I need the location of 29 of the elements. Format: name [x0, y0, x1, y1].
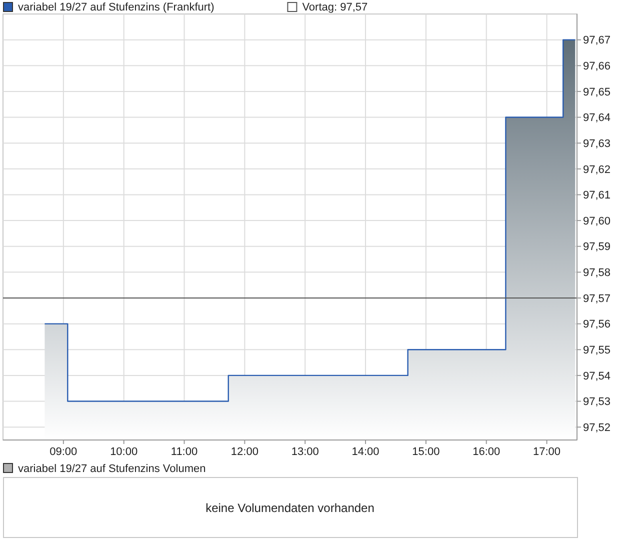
x-tick-label: 12:00 — [230, 446, 258, 458]
x-tick-label: 10:00 — [110, 446, 138, 458]
x-tick-label: 17:00 — [533, 446, 561, 458]
y-tick-label: 97,60 — [583, 215, 611, 228]
x-tick-label: 15:00 — [412, 446, 440, 458]
y-tick-label: 97,63 — [583, 138, 611, 150]
y-tick-label: 97,53 — [583, 396, 611, 408]
y-tick-label: 97,58 — [583, 267, 611, 280]
text: variabel 19/27 auf Stufenzins Volumen — [18, 463, 206, 475]
y-tick-label: 97,59 — [583, 241, 611, 254]
y-tick-label: 97,52 — [583, 422, 611, 434]
x-tick-label: 13:00 — [291, 446, 319, 458]
y-tick-label: 97,64 — [583, 112, 611, 124]
y-tick-label: 97,66 — [583, 60, 611, 72]
legend-label: variabel 19/27 auf Stufenzins (Frankfurt) — [18, 2, 214, 14]
y-tick-label: 97,54 — [583, 370, 611, 382]
text: keine Volumendaten vorhanden — [206, 501, 374, 515]
y-tick-label: 97,65 — [583, 86, 611, 98]
y-tick-label: 97,62 — [583, 164, 611, 176]
x-tick-label: 09:00 — [50, 446, 78, 458]
x-tick-label: 11:00 — [170, 446, 198, 458]
legend-label: Vortag: 97,57 — [302, 2, 368, 14]
y-tick-label: 97,57 — [583, 292, 611, 305]
y-tick-label: 97,61 — [583, 190, 611, 202]
x-tick-label: 14:00 — [352, 446, 380, 458]
x-tick-label: 16:00 — [472, 446, 500, 458]
y-tick-label: 97,55 — [583, 344, 611, 356]
y-tick-label: 97,56 — [583, 318, 611, 331]
y-tick-label: 97,67 — [583, 34, 611, 47]
